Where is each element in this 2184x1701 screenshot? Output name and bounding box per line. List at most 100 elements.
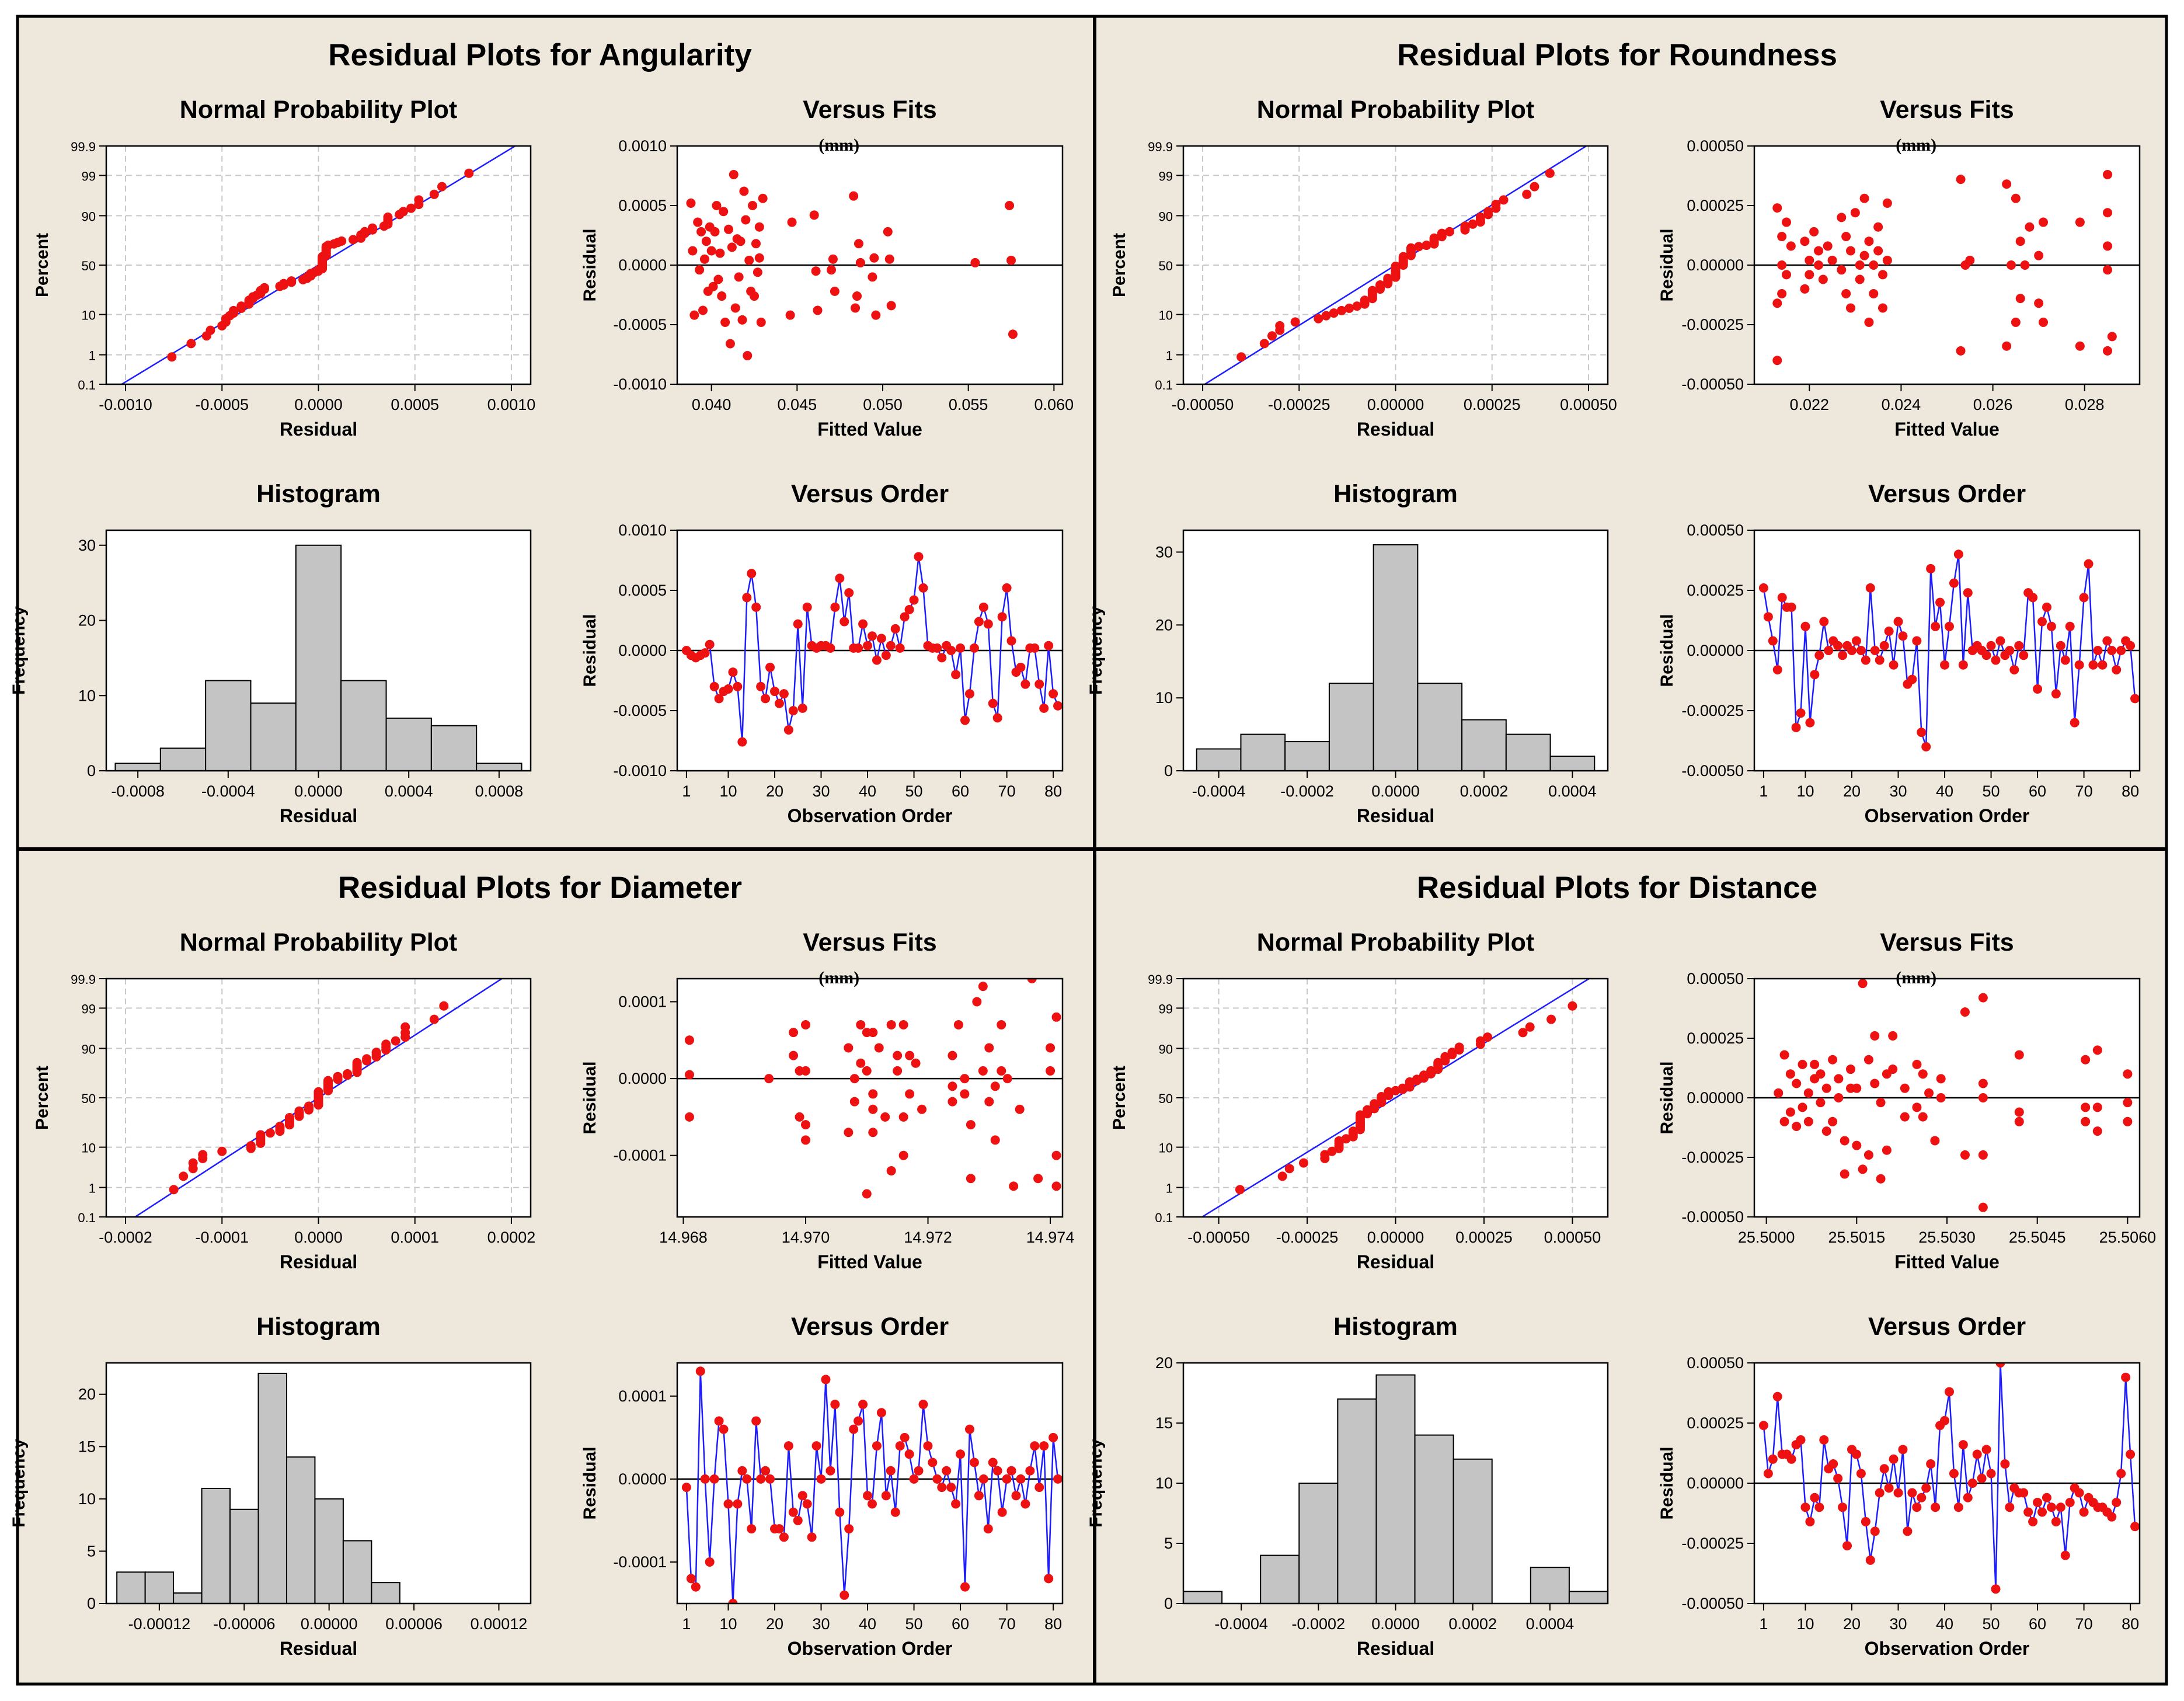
fit-point xyxy=(1978,993,1988,1003)
y-tick-label: 5 xyxy=(87,1542,96,1560)
fit-point xyxy=(1858,1164,1868,1174)
normal-point xyxy=(1348,1126,1358,1136)
fit-point xyxy=(905,1089,915,1099)
normal-point xyxy=(1491,200,1501,210)
fit-point xyxy=(851,303,861,313)
order-point xyxy=(1875,1488,1885,1498)
y-tick-label: -0.0005 xyxy=(613,316,667,333)
normal-point xyxy=(1367,286,1377,295)
order-point xyxy=(1049,1432,1058,1442)
fit-point xyxy=(1798,1102,1807,1112)
order-point xyxy=(793,619,803,629)
fit-point xyxy=(868,1104,878,1114)
normal-point xyxy=(1320,1150,1330,1160)
order-point xyxy=(1034,1483,1044,1493)
fit-point xyxy=(1008,329,1018,339)
fit-point xyxy=(1772,203,1782,213)
order-point xyxy=(904,1449,914,1459)
order-point xyxy=(2084,559,2094,569)
order-point xyxy=(854,643,863,653)
y-tick-label: 90 xyxy=(82,1042,96,1056)
y-tick-label: 90 xyxy=(1159,209,1173,224)
y-tick-label: 0.0001 xyxy=(618,1387,667,1405)
normal-point xyxy=(167,352,177,362)
order-point xyxy=(788,1507,798,1517)
x-tick-label: 1 xyxy=(1759,1615,1768,1633)
fit-point xyxy=(2034,298,2044,308)
order-point xyxy=(2056,641,2065,651)
fit-point xyxy=(2103,241,2112,251)
hist-bar xyxy=(295,544,342,771)
fit-point xyxy=(1978,1202,1988,1212)
fit-point xyxy=(756,317,766,327)
order-point xyxy=(1986,641,1996,651)
order-point xyxy=(2126,641,2136,651)
normal-point xyxy=(400,1022,410,1032)
panel-title: Residual Plots for Diameter xyxy=(338,871,742,905)
order-point xyxy=(769,687,779,697)
order-point xyxy=(937,653,947,663)
fit-point xyxy=(1834,1074,1844,1084)
y-tick-label: 0.00000 xyxy=(1687,256,1744,274)
subplot-fits: Versus Fits (mm) 14.968 14.970 14.972 14.974 -… xyxy=(580,928,1074,1272)
order-point xyxy=(1800,621,1810,631)
fit-point xyxy=(754,222,764,232)
data-layer xyxy=(1203,146,1588,384)
order-point xyxy=(709,1474,719,1484)
normal-point xyxy=(464,168,474,178)
order-point xyxy=(1053,1474,1063,1484)
normal-point xyxy=(1329,308,1339,318)
hist-bar xyxy=(1549,756,1596,771)
fit-point xyxy=(1846,1065,1855,1074)
order-point xyxy=(1931,1502,1941,1512)
fit-point xyxy=(905,1050,915,1060)
order-point xyxy=(895,1441,905,1451)
order-point xyxy=(988,1457,998,1467)
normal-point xyxy=(1275,321,1285,331)
x-tick-label: 14.968 xyxy=(659,1229,708,1246)
x-tick-label: 0.0008 xyxy=(475,782,524,800)
x-tick-label: 10 xyxy=(1796,782,1814,800)
order-point xyxy=(2065,1497,2075,1507)
y-tick-label: 0 xyxy=(87,1595,96,1612)
normal-point xyxy=(1344,303,1354,313)
order-point xyxy=(1963,1493,1973,1502)
y-tick-label: 0 xyxy=(1164,762,1173,780)
normal-point xyxy=(294,1106,304,1116)
normal-point xyxy=(439,1001,449,1011)
x-tick-label: 0.055 xyxy=(949,396,988,413)
order-point xyxy=(854,1416,863,1426)
normal-point xyxy=(246,1141,256,1151)
fit-point xyxy=(966,1174,976,1184)
order-point xyxy=(691,1582,701,1592)
order-point xyxy=(1044,641,1054,651)
order-point xyxy=(2116,1469,2126,1479)
x-tick-label: 0.0004 xyxy=(385,782,433,800)
order-point xyxy=(700,648,710,658)
order-point xyxy=(2079,1507,2089,1517)
x-tick-label: 50 xyxy=(1983,1615,2000,1633)
x-tick-label: 10 xyxy=(719,782,737,800)
fit-point xyxy=(787,217,797,227)
order-point xyxy=(2046,621,2056,631)
fit-point xyxy=(1027,979,1037,983)
normal-point xyxy=(348,235,358,245)
y-tick-label: 0.0010 xyxy=(618,137,667,155)
unit-label: (mm) xyxy=(818,135,859,155)
order-point xyxy=(1034,679,1044,689)
x-axis-label: Residual xyxy=(280,419,357,440)
order-point xyxy=(886,1466,896,1476)
data-layer xyxy=(677,1366,1063,1603)
y-tick-label: 0 xyxy=(1164,1595,1173,1612)
y-tick-label: 0.0010 xyxy=(618,521,667,539)
subplot-title: Versus Order xyxy=(1868,1313,2026,1341)
x-axis-label: Observation Order xyxy=(788,1638,953,1659)
x-tick-label: 20 xyxy=(1843,782,1861,800)
order-point xyxy=(1777,593,1787,603)
fit-point xyxy=(1805,270,1814,280)
data-layer xyxy=(120,146,517,384)
fit-point xyxy=(2039,217,2048,227)
x-tick-label: 0.0002 xyxy=(487,1229,536,1246)
fit-point xyxy=(1978,1079,1988,1088)
